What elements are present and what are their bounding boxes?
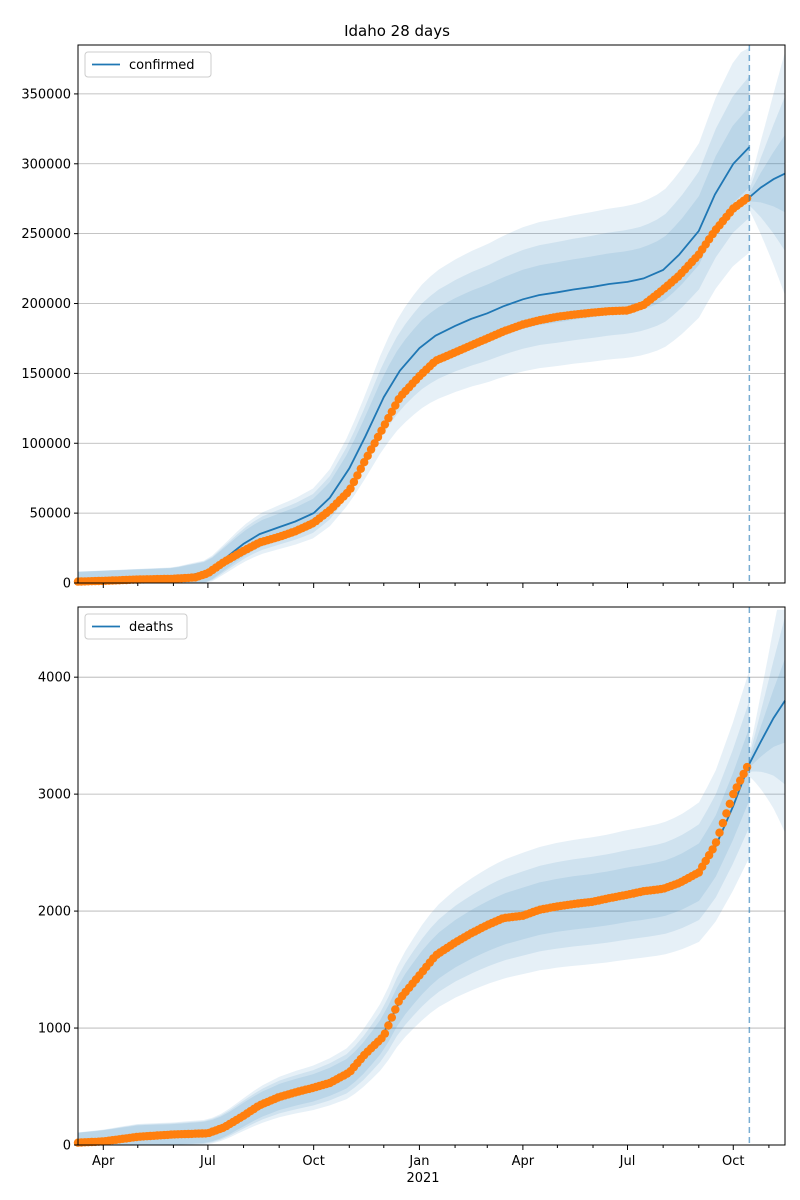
x-tick-label: Apr <box>512 1154 535 1169</box>
uncertainty-band-forecast <box>749 609 785 833</box>
observed-point <box>377 426 386 435</box>
observed-point <box>387 1013 396 1022</box>
deaths-panel: 0 1000 2000 3000 4000 Apr Jul Oct Jan Apr Jul Oct de… <box>38 606 786 1169</box>
y-tick-label: 350000 <box>21 87 71 102</box>
uncertainty-band-forecast <box>749 96 785 251</box>
y-tick-label: 0 <box>63 577 71 592</box>
x-tick-label: Apr <box>92 1154 115 1169</box>
plot-frame <box>77 606 786 1146</box>
observed-point <box>391 401 400 410</box>
legend-label: deaths <box>129 620 174 635</box>
uncertainty-band <box>78 106 750 584</box>
y-tick-label: 0 <box>63 1139 71 1154</box>
chart-title: Idaho 28 days <box>344 22 450 40</box>
x-year-label: 2021 <box>406 1171 439 1186</box>
uncertainty-band-forecast <box>749 134 785 213</box>
x-tick-label: Jul <box>619 1154 636 1169</box>
y-tick-label: 200000 <box>21 297 71 312</box>
x-tick-label: Jul <box>199 1154 216 1169</box>
observed-point <box>353 471 362 480</box>
legend: confirmed <box>84 51 212 78</box>
observed-point <box>736 776 745 785</box>
y-tick-label: 100000 <box>21 437 71 452</box>
observed-point <box>384 1021 393 1030</box>
observed-point <box>715 828 724 837</box>
observed-point <box>360 458 369 467</box>
y-tick-label: 250000 <box>21 227 71 242</box>
y-tick-label: 1000 <box>38 1022 71 1037</box>
observed-point <box>391 1005 400 1014</box>
observed-point <box>346 484 355 493</box>
uncertainty-band <box>78 47 750 583</box>
legend-box <box>84 613 188 640</box>
model-line <box>77 146 751 583</box>
observed-point <box>356 464 365 473</box>
forecast-line <box>748 700 786 765</box>
y-tick-label: 4000 <box>38 671 71 686</box>
observed-point <box>729 789 738 799</box>
forecast-line <box>748 172 786 198</box>
observed-point <box>384 413 393 423</box>
observed-point <box>380 420 390 429</box>
observed-point <box>732 783 741 792</box>
uncertainty-band <box>78 670 750 1145</box>
y-tick-label: 3000 <box>38 788 71 803</box>
confirmed-panel: 0 50000 100000 150000 200000 250000 300000 3500… <box>21 44 786 592</box>
observed-point <box>349 477 359 487</box>
observed-points <box>73 762 752 1147</box>
observed-point <box>718 818 728 828</box>
uncertainty-band <box>78 700 750 1145</box>
observed-point <box>373 432 383 442</box>
uncertainty-band <box>78 76 750 584</box>
observed-point <box>711 838 721 847</box>
observed-point <box>725 799 734 808</box>
y-tick-label: 300000 <box>21 157 71 172</box>
observed-point <box>370 439 379 448</box>
uncertainty-band-forecast <box>749 616 785 785</box>
uncertainty-band-forecast <box>749 658 785 768</box>
observed-point <box>722 809 731 818</box>
observed-point <box>708 845 717 854</box>
observed-point <box>366 445 376 454</box>
plot-frame <box>77 44 786 584</box>
observed-point <box>380 1029 390 1038</box>
y-tick-label: 2000 <box>38 905 71 920</box>
observed-point <box>387 407 396 416</box>
x-tick-label: Oct <box>722 1154 744 1169</box>
legend-label: confirmed <box>129 58 195 73</box>
observed-point <box>363 451 372 460</box>
uncertainty-band-forecast <box>749 52 785 296</box>
x-tick-label: Oct <box>302 1154 324 1169</box>
legend-box <box>84 51 212 78</box>
y-tick-label: 50000 <box>30 507 71 522</box>
y-tick-label: 150000 <box>21 367 71 382</box>
x-tick-label: Jan <box>408 1154 429 1169</box>
observed-point <box>739 769 748 779</box>
legend: deaths <box>84 613 188 640</box>
